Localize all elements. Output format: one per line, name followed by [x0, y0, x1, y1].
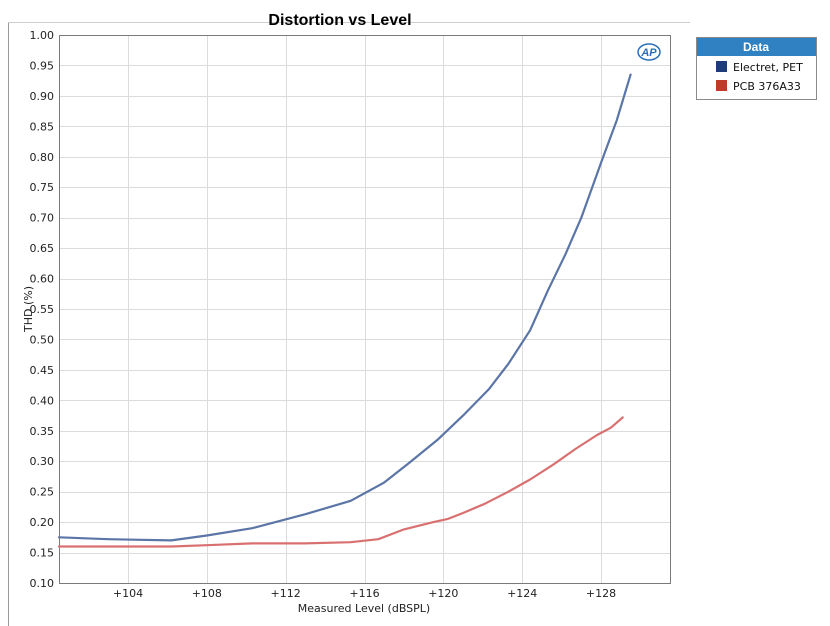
legend-title: Data — [743, 40, 769, 54]
y-tick-label: 0.35 — [30, 425, 55, 438]
y-tick-label: 0.20 — [30, 516, 55, 529]
y-tick-label: 0.70 — [30, 212, 55, 225]
y-tick-label: 0.40 — [30, 394, 55, 407]
legend-items: Electret, PET PCB 376A33 — [716, 61, 803, 93]
y-tick-label: 0.50 — [30, 333, 55, 346]
legend-header-bg — [697, 38, 816, 56]
y-axis-label: THD (%) — [22, 286, 35, 333]
x-tick-label: +112 — [271, 587, 301, 600]
x-tick-label: +116 — [349, 587, 379, 600]
y-tick-label: 0.75 — [30, 181, 55, 194]
y-tick-label: 0.80 — [30, 151, 55, 164]
series-line-0 — [57, 73, 632, 542]
series-layer — [57, 73, 632, 548]
x-tick-label: +128 — [586, 587, 616, 600]
y-tick-label: 0.65 — [30, 242, 55, 255]
plot-border — [59, 35, 671, 584]
y-tick-label: 0.45 — [30, 364, 55, 377]
y-tick-labels: 0.10 0.15 0.20 0.25 0.30 0.35 0.40 0.45 0.50 0.55… — [30, 29, 55, 590]
ap-logo-text: AP — [640, 47, 657, 59]
legend-swatch-1 — [716, 80, 727, 91]
y-tick-label: 0.60 — [30, 273, 55, 286]
legend: Data Electret, PET PCB 376A33 — [696, 37, 817, 100]
x-tick-label: +108 — [192, 587, 222, 600]
chart-title: Distortion vs Level — [268, 12, 411, 29]
y-tick-label: 0.30 — [30, 455, 55, 468]
x-gridlines — [128, 35, 602, 583]
y-tick-label: 0.55 — [30, 303, 55, 316]
y-tick-label: 0.25 — [30, 486, 55, 499]
legend-label-1: PCB 376A33 — [733, 80, 801, 93]
x-tick-label: +104 — [113, 587, 143, 600]
legend-label-0: Electret, PET — [733, 61, 803, 74]
y-tick-label: 0.90 — [30, 90, 55, 103]
x-tick-label: +120 — [428, 587, 458, 600]
series-line-1 — [57, 416, 624, 548]
y-tick-label: 0.10 — [30, 577, 55, 590]
legend-swatch-0 — [716, 61, 727, 72]
x-tick-label: +124 — [507, 587, 537, 600]
y-tick-label: 1.00 — [30, 29, 55, 42]
x-tick-labels: +104 +108 +112 +116 +120 +124 +128 — [113, 587, 616, 600]
x-axis-label: Measured Level (dBSPL) — [298, 602, 430, 615]
ap-logo: AP — [637, 43, 661, 61]
y-tick-label: 0.95 — [30, 59, 55, 72]
y-tick-label: 0.85 — [30, 120, 55, 133]
y-tick-label: 0.15 — [30, 547, 55, 560]
